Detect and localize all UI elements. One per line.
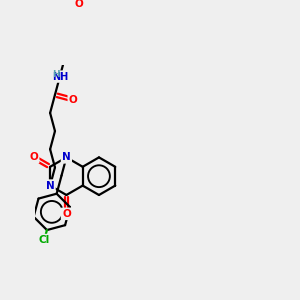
Text: O: O xyxy=(62,209,71,219)
Text: N: N xyxy=(46,181,55,190)
Text: NH: NH xyxy=(52,72,68,82)
Text: H: H xyxy=(52,70,60,79)
Text: O: O xyxy=(29,152,38,162)
Text: Cl: Cl xyxy=(39,235,50,245)
Text: O: O xyxy=(75,0,84,9)
Text: O: O xyxy=(69,94,77,105)
Text: N: N xyxy=(62,152,71,162)
